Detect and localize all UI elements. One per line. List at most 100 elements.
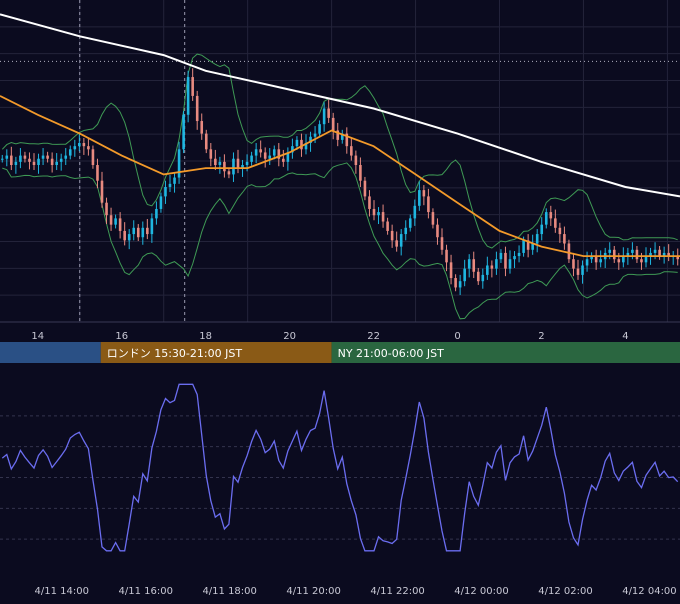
osc-x-tick-label: 4/11 14:00 [35,586,89,597]
candle-body [227,171,231,175]
candle-body [544,212,548,225]
candle-body [223,161,226,172]
candle-body [100,180,104,203]
candle-body [304,143,308,150]
main-x-tick-label: 4 [622,331,628,342]
candle-body [204,133,208,150]
candle-body [87,146,90,150]
candle-body [340,133,344,140]
candle-body [359,165,362,181]
candle-body [449,262,453,279]
session-band [0,342,101,363]
candle-body [23,155,27,159]
candle-body [50,158,54,165]
candle-body [32,161,36,165]
ma-slow-line [0,13,680,198]
candle-body [458,281,462,288]
candle-body [676,256,680,260]
candle-body [159,196,163,209]
candle-body [608,249,612,253]
osc-x-tick-label: 4/11 20:00 [286,586,340,597]
candle-body [336,130,340,140]
bollinger-lower-line [2,162,678,320]
candle-body [186,77,190,115]
candle-body [476,271,480,282]
candle-body [558,227,562,235]
candle-body [141,227,145,238]
candle-body [105,202,108,216]
candle-body [567,243,571,260]
session-band [331,342,680,363]
candle-body [37,158,40,165]
osc-x-tick-label: 4/12 02:00 [538,586,592,597]
candle-body [277,149,281,159]
candle-body [309,136,312,144]
candle-body [572,259,575,269]
candle-body [563,234,566,244]
candle-body [263,152,267,159]
candle-body [594,256,598,263]
main-x-tick-label: 2 [538,331,544,342]
candle-body [318,124,321,134]
candle-body [626,252,630,257]
candle-body [14,161,18,165]
osc-x-tick-label: 4/11 22:00 [370,586,424,597]
candle-body [150,218,154,235]
candle-body [354,155,358,165]
candle-body [345,133,349,147]
candle-body [662,252,666,257]
candle-body [127,234,131,241]
candle-body [499,252,503,260]
candle-body [585,259,589,266]
candle-body [109,215,113,225]
candle-body [168,183,172,187]
candle-body [232,158,235,175]
candle-body [191,77,194,96]
candle-body [118,218,122,231]
candle-body [427,196,430,213]
bollinger-upper-line [1,53,678,249]
candle-body [631,249,634,253]
candle-body [322,108,326,125]
osc-x-tick-label: 4/11 18:00 [202,586,256,597]
candle-body [481,274,485,282]
candle-body [640,259,643,263]
candle-body [254,149,258,156]
candle-body [300,139,303,150]
candle-body [612,249,616,260]
candle-body [123,230,126,241]
candle-body [82,143,86,147]
candle-body [413,205,417,219]
candle-body [504,252,507,269]
candle-body [472,259,476,272]
candle-body [236,158,240,169]
candle-body [350,146,353,156]
candle-body [0,158,4,160]
candle-body [372,208,376,216]
candle-body [617,259,621,263]
candle-body [214,158,217,165]
candle-body [218,161,222,165]
candle-body [390,230,394,241]
candle-body [463,268,466,282]
candle-body [535,234,539,244]
candle-body [245,161,249,165]
candle-body [363,180,367,197]
candle-body [445,249,448,263]
candle-body [68,149,72,156]
candle-body [64,155,68,159]
candle-body [581,265,584,275]
candle-body [653,249,657,253]
candle-body [46,155,49,159]
candle-body [508,259,512,269]
main-x-tick-label: 0 [454,331,460,342]
candle-body [440,237,444,250]
session-label: ロンドン 15:30-21:00 JST [107,347,243,360]
candle-body [622,256,625,263]
candle-body [59,158,63,162]
candle-body [209,149,213,159]
candle-body [272,149,276,156]
